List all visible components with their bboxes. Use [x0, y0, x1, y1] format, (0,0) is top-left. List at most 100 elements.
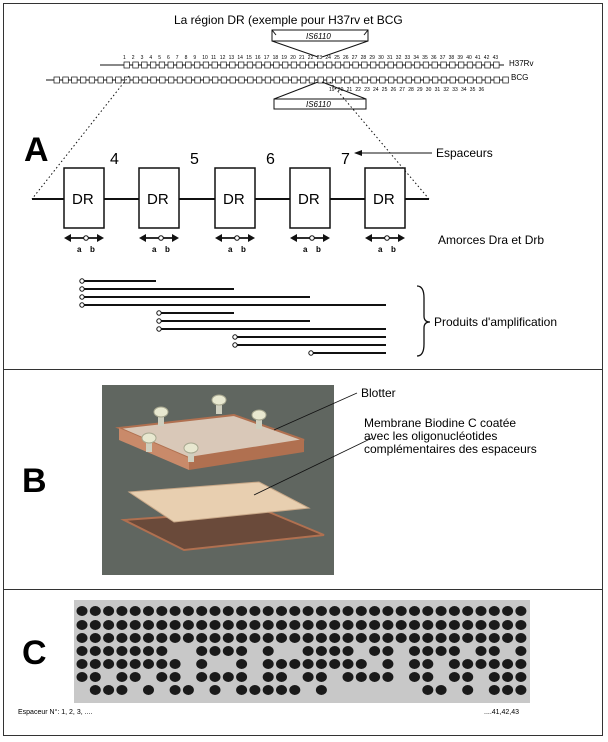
- bcg-dr-box: [256, 76, 263, 84]
- h37rv-dr-box: [361, 61, 368, 69]
- bcg-dr-box: [396, 76, 404, 84]
- hybridization-spot: [289, 633, 301, 643]
- bcg-dr-box: [176, 76, 184, 84]
- h37rv-spacer-number: 20: [290, 55, 296, 61]
- hybridization-spot: [422, 646, 434, 656]
- hybridization-spot: [89, 685, 101, 695]
- hybridization-spot: [236, 659, 248, 669]
- bcg-dr-box: [476, 76, 483, 84]
- bcg-dr-box: [220, 76, 228, 84]
- clamp-knob: [158, 412, 164, 426]
- hybridization-spot: [502, 606, 514, 616]
- hybridization-spot: [315, 633, 327, 643]
- hybridization-spot: [276, 620, 287, 630]
- hybridization-spot: [129, 620, 141, 630]
- h37rv-spacer-number: 23: [317, 55, 323, 61]
- bcg-dr-box: [71, 76, 78, 84]
- hybridization-spot: [76, 646, 88, 656]
- bcg-dr-box: [212, 76, 219, 84]
- h37rv-spacer-number: 42: [484, 55, 490, 61]
- hybridization-spot: [342, 633, 354, 643]
- h37rv-spacer-number: 32: [396, 55, 402, 61]
- hybridization-spot: [342, 659, 354, 669]
- dr-label: DR: [72, 191, 94, 208]
- membrane-label-line-2: avec les oligonucléotides: [364, 429, 497, 443]
- is6110-top: IS6110: [271, 29, 369, 58]
- hybridization-spot: [103, 606, 115, 616]
- hybridization-spot: [116, 606, 128, 616]
- h37rv-dr-box: [484, 61, 491, 69]
- hybridization-spot: [422, 672, 434, 682]
- h37rv-dr-box: [202, 61, 210, 69]
- strain-h37rv-label: H37Rv: [509, 59, 533, 68]
- hybridization-spot: [329, 620, 341, 630]
- hybridization-spot: [169, 685, 181, 695]
- hybridization-spot: [196, 672, 208, 682]
- hybridization-spot: [116, 659, 128, 669]
- hybridization-spot: [143, 606, 154, 616]
- strain-bcg-label: BCG: [511, 73, 528, 82]
- hybridization-spot: [289, 606, 301, 616]
- hybridization-spot: [222, 620, 234, 630]
- hybridization-spot: [262, 659, 274, 669]
- h37rv-dr-box: [141, 61, 148, 69]
- panel-a-letter: A: [24, 131, 49, 169]
- hybridization-spot: [103, 685, 115, 695]
- hybridization-spot: [422, 659, 434, 669]
- hybridization-spot: [409, 672, 420, 682]
- h37rv-dr-box: [308, 61, 315, 69]
- panel-c: C Espaceur N°: 1, 2, 3, .... ....41,42,4…: [3, 589, 603, 736]
- hybridization-spots: [76, 606, 527, 695]
- h37rv-dr-box: [334, 61, 342, 69]
- h37rv-spacer-number: 15: [246, 55, 252, 61]
- bcg-dr-box: [300, 76, 307, 84]
- bcg-dr-box: [168, 76, 175, 84]
- hybridization-spot: [488, 620, 500, 630]
- hybridization-spot: [342, 606, 354, 616]
- h37rv-spacer-number: 22: [308, 55, 314, 61]
- hybridization-spot: [515, 672, 527, 682]
- hybridization-spot: [488, 646, 500, 656]
- hybridization-spot: [209, 606, 221, 616]
- h37rv-spacer-number: 35: [422, 55, 428, 61]
- hybridization-spot: [435, 620, 447, 630]
- hybridization-spot: [315, 646, 327, 656]
- clamp-knob: [188, 448, 194, 462]
- panel-a-title: La région DR (exemple pour H37rv et BCG: [174, 13, 403, 27]
- h37rv-dr-box: [238, 61, 245, 69]
- bcg-dr-box: [97, 76, 104, 84]
- hybridization-spot: [502, 633, 514, 643]
- hybridization-spot: [222, 633, 234, 643]
- products-brace: [416, 285, 431, 357]
- h37rv-spacer-number: 16: [255, 55, 261, 61]
- hybridization-spot: [222, 672, 234, 682]
- hybridization-spot: [369, 633, 381, 643]
- hybridization-spot: [382, 646, 394, 656]
- bcg-dr-box: [238, 76, 245, 84]
- h37rv-spacer-number: 41: [475, 55, 481, 61]
- panel-c-letter: C: [22, 634, 47, 672]
- h37rv-spacer-number: 14: [237, 55, 243, 61]
- h37rv-spacer-number: 9: [193, 55, 196, 61]
- hybridization-spot: [249, 606, 261, 616]
- hybridization-spot: [143, 620, 154, 630]
- hybridization-spot: [236, 685, 248, 695]
- dr-strain-rows: 1 2 3 4 5 6 7 8 9 10 11 12 13 14 15 16 17 18 19 20 21 22 23 24 2…: [46, 55, 509, 93]
- hybridization-spot: [89, 620, 101, 630]
- hybridization-spot: [369, 672, 381, 682]
- h37rv-spacer-number: 18: [273, 55, 279, 61]
- hybridization-spot: [395, 620, 407, 630]
- hybridization-spot: [409, 620, 420, 630]
- h37rv-spacer-number: 17: [264, 55, 270, 61]
- h37rv-spacer-number: 19: [281, 55, 287, 61]
- hybridization-spot: [262, 620, 274, 630]
- hybridization-spot: [89, 659, 101, 669]
- bcg-spacer-number: 35: [470, 87, 476, 93]
- h37rv-spacer-number: 36: [431, 55, 437, 61]
- hybridization-spot: [103, 646, 115, 656]
- bcg-dr-box: [132, 76, 140, 84]
- spacers-label: Espaceurs: [436, 146, 493, 160]
- hybridization-spot: [462, 606, 474, 616]
- hybridization-spot: [302, 659, 314, 669]
- h37rv-spacer-number: 33: [405, 55, 411, 61]
